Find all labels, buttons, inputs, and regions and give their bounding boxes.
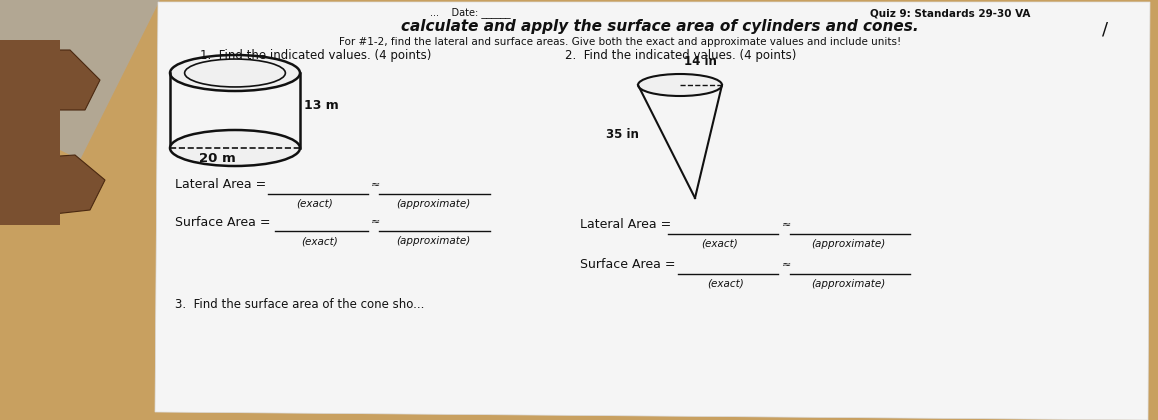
Text: ≈: ≈	[371, 180, 380, 190]
Text: ≈: ≈	[782, 260, 791, 270]
Text: (approximate): (approximate)	[811, 279, 885, 289]
Polygon shape	[0, 0, 160, 160]
Text: 2.  Find the indicated values. (4 points): 2. Find the indicated values. (4 points)	[565, 48, 797, 61]
Polygon shape	[0, 50, 100, 110]
Text: Lateral Area =: Lateral Area =	[175, 178, 266, 192]
Text: 1.  Find the indicated values. (4 points): 1. Find the indicated values. (4 points)	[200, 48, 432, 61]
Text: 35 in: 35 in	[606, 128, 639, 141]
Text: (exact): (exact)	[301, 236, 338, 246]
Polygon shape	[155, 2, 1150, 420]
Text: (exact): (exact)	[702, 239, 739, 249]
Text: /: /	[1102, 21, 1108, 39]
Ellipse shape	[170, 55, 300, 91]
Text: (approximate): (approximate)	[811, 239, 885, 249]
Text: 13 m: 13 m	[305, 99, 339, 112]
Text: 3.  Find the surface area of the cone sho...: 3. Find the surface area of the cone sho…	[175, 299, 424, 312]
Text: (exact): (exact)	[296, 199, 334, 209]
Polygon shape	[0, 40, 60, 225]
Text: ≈: ≈	[371, 217, 380, 227]
Text: Quiz 9: Standards 29-30 VA: Quiz 9: Standards 29-30 VA	[870, 8, 1031, 18]
Text: Surface Area =: Surface Area =	[580, 258, 675, 271]
Text: For #1-2, find the lateral and surface areas. Give both the exact and approximat: For #1-2, find the lateral and surface a…	[339, 37, 901, 47]
Text: 20 m: 20 m	[199, 152, 235, 165]
Ellipse shape	[638, 74, 721, 96]
Text: ...    Date: ______: ... Date: ______	[430, 8, 511, 18]
Ellipse shape	[170, 130, 300, 166]
Text: ≈: ≈	[782, 220, 791, 230]
Text: (approximate): (approximate)	[396, 236, 470, 246]
Ellipse shape	[184, 59, 285, 87]
Text: Lateral Area =: Lateral Area =	[580, 218, 672, 231]
Text: (exact): (exact)	[708, 279, 745, 289]
Polygon shape	[0, 155, 105, 220]
Text: Surface Area =: Surface Area =	[175, 215, 271, 228]
Text: 14 in: 14 in	[684, 55, 717, 68]
Text: (approximate): (approximate)	[396, 199, 470, 209]
Text: calculate and apply the surface area of cylinders and cones.: calculate and apply the surface area of …	[401, 19, 918, 34]
